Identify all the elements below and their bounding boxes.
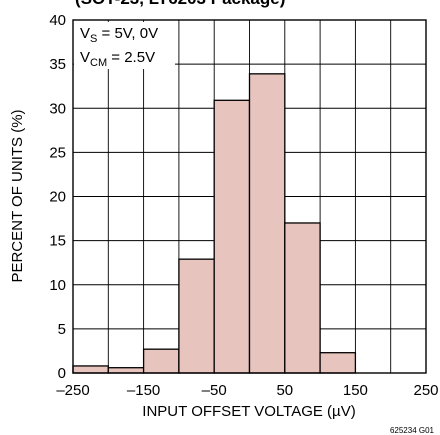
annotation-line-1: VS = 5V, 0V [80, 25, 158, 45]
plot-frame [72, 19, 427, 374]
y-tick-label: 20 [49, 189, 66, 206]
histogram-bar [248, 73, 286, 374]
y-tick-label: 35 [49, 56, 66, 73]
x-tick-label: 250 [413, 382, 438, 399]
x-tick-label: –150 [127, 382, 160, 399]
y-tick-label: 15 [49, 233, 66, 250]
x-tick-label: 50 [276, 382, 293, 399]
annotation-line-2: VCM = 2.5V [80, 49, 155, 69]
histogram-bar [319, 352, 357, 374]
y-tick-label: 5 [58, 321, 66, 338]
y-tick-label: 10 [49, 277, 66, 294]
annotation-line-2-sub: CM [90, 57, 107, 69]
histogram-bar [178, 258, 215, 374]
histogram-bar [107, 367, 145, 374]
y-tick-label: 25 [49, 144, 66, 161]
bars [72, 73, 357, 374]
annotation-box [74, 22, 175, 69]
annotation-line-1-main: V [80, 25, 90, 42]
annotation-line-1-rest: = 5V, 0V [97, 25, 158, 42]
axes [72, 19, 427, 374]
y-tick-label: 30 [49, 100, 66, 117]
histogram-bar [284, 222, 321, 374]
chart-title-fragment: (SOT-23, LT6203 Package) [75, 0, 285, 8]
annotation-line-2-main: V [80, 49, 90, 66]
y-axis-label: PERCENT OF UNITS (%) [9, 109, 26, 282]
histogram-bar [142, 348, 180, 374]
histogram-bar [213, 99, 251, 374]
x-tick-label: –50 [202, 382, 227, 399]
annotation-line-1-sub: S [90, 33, 97, 45]
y-tick-label: 0 [58, 365, 66, 382]
x-axis-label: INPUT OFFSET VOLTAGE (µV) [142, 403, 355, 420]
x-tick-label: 150 [343, 382, 368, 399]
tick-labels: 0 5 10 15 20 25 30 35 40 –250 –150 –50 50 150 250 [49, 12, 438, 399]
histogram-bar [72, 365, 109, 374]
annotation-line-2-rest: = 2.5V [107, 49, 155, 66]
y-tick-label: 40 [49, 12, 66, 29]
figure-footnote: 625234 G01 [390, 426, 435, 435]
x-tick-label: –250 [56, 382, 89, 399]
